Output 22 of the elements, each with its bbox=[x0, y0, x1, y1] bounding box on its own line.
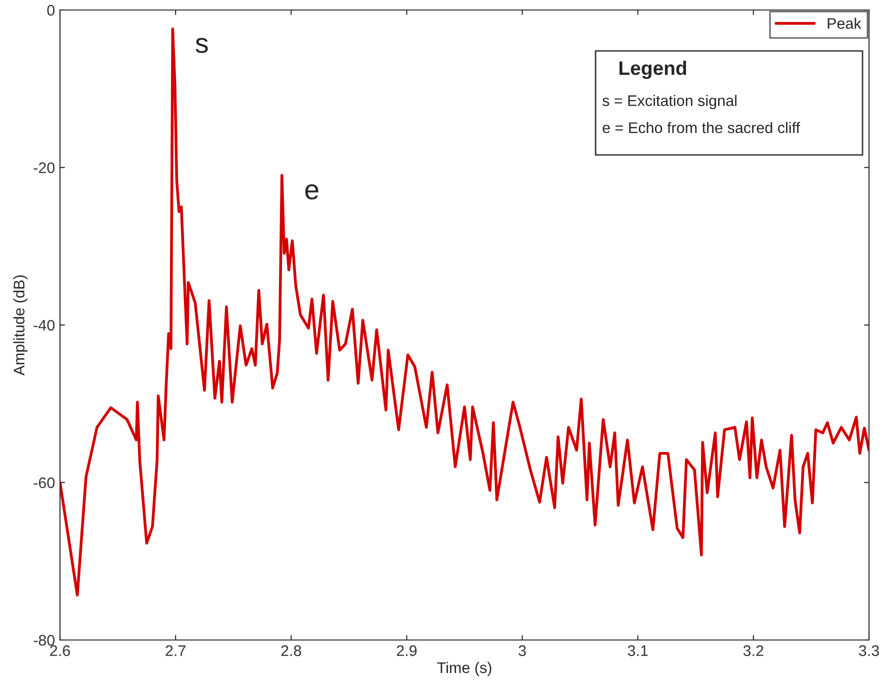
annotation: e = Echo from the sacred cliff bbox=[602, 122, 800, 134]
x-tick-label: 3.2 bbox=[743, 645, 764, 656]
line-series bbox=[60, 28, 869, 597]
x-tick-label: 2.8 bbox=[281, 645, 302, 656]
y-tick-label: -20 bbox=[34, 162, 55, 174]
y-tick-label: -80 bbox=[34, 634, 55, 646]
x-tick-label: 3.3 bbox=[858, 645, 879, 656]
y-tick-label: 0 bbox=[47, 4, 55, 16]
x-tick-label: 2.6 bbox=[50, 645, 70, 656]
y-tick-label: -60 bbox=[34, 477, 55, 488]
x-tick-label: 3.1 bbox=[628, 645, 648, 656]
annotation: s bbox=[196, 38, 208, 54]
legend-label: Peak bbox=[828, 18, 862, 29]
x-tick-label: 2.9 bbox=[396, 645, 417, 656]
x-axis-title: Time (s) bbox=[437, 662, 492, 676]
annotation: Legend bbox=[620, 60, 686, 79]
y-axis-title: Amplitude (dB) bbox=[13, 275, 28, 376]
annotation: e bbox=[305, 184, 318, 200]
x-tick-label: 3 bbox=[518, 645, 526, 656]
y-tick-label: -40 bbox=[34, 320, 55, 331]
annotation: s = Excitation signal bbox=[602, 94, 736, 110]
x-tick-label: 2.7 bbox=[166, 645, 186, 656]
